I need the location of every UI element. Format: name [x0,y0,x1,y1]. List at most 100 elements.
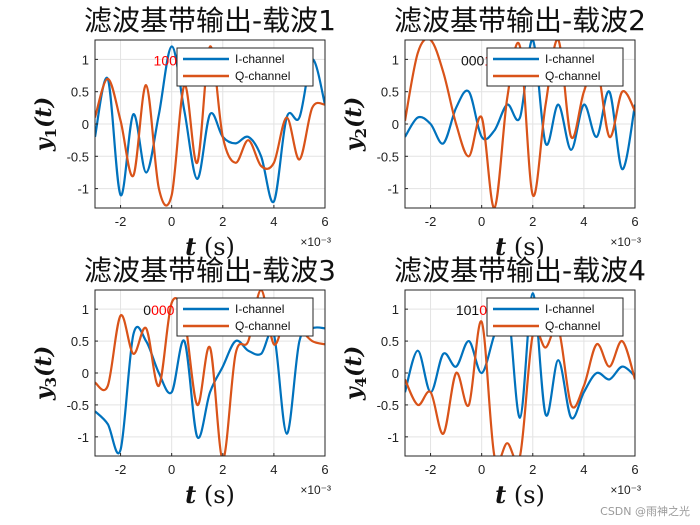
legend-label: Q-channel [545,319,600,333]
bit-annotation-red: 000 [151,302,175,318]
y-axis-label: y1(t) [31,97,60,152]
y-tick-label: -0.5 [377,398,399,413]
x-exponent-label: ×10⁻³ [300,235,331,249]
bit-annotation: 1010 [456,302,487,318]
subplot-title: 滤波基带输出-载波4 [394,254,646,287]
legend: I-channel Q-channel [486,297,624,337]
bit-annotation: 0000 [143,302,174,318]
y-tick-label: 1 [392,302,399,317]
y-tick-label: 0 [392,366,399,381]
series-line-i-channel [95,45,325,203]
x-tick-label: 0 [168,462,175,477]
x-tick-label: 0 [168,214,175,229]
y-tick-label: 0 [392,117,399,132]
y-axis-label-sub: 1 [42,128,60,138]
x-axis-label-var: t [495,480,506,509]
x-axis-label: t (s) [185,480,235,509]
x-tick-label: -2 [425,214,437,229]
legend-box [486,297,624,337]
y-tick-label: -1 [387,430,399,445]
x-axis-label-unit: (s) [196,233,235,261]
x-tick-label: 4 [580,214,587,229]
y-axis-label: y3(t) [31,346,60,401]
y-tick-label: 0 [82,117,89,132]
x-axis-label-unit: (s) [196,481,235,509]
y-tick-label: -1 [77,182,89,197]
y-tick-label: -0.5 [67,149,89,164]
x-axis-label-var: t [185,232,196,261]
y-tick-label: -0.5 [67,398,89,413]
x-exponent-label: ×10⁻³ [300,483,331,497]
legend-label: Q-channel [235,319,290,333]
x-exponent-label: ×10⁻³ [610,483,641,497]
bit-annotation-red: 0 [479,302,487,318]
legend-box [486,47,624,87]
legend: I-channel Q-channel [176,47,314,87]
legend-box [176,47,314,87]
y-axis-label-sub: 4 [352,377,370,387]
legend-label: I-channel [545,52,594,66]
x-tick-label: 4 [580,462,587,477]
y-tick-label: 0.5 [381,85,399,100]
x-tick-label: 6 [631,462,638,477]
legend: I-channel Q-channel [176,297,314,337]
y-tick-label: -1 [387,182,399,197]
x-tick-label: 6 [321,462,328,477]
y-axis-label: y4(t) [341,346,370,401]
x-tick-label: 2 [529,462,536,477]
y-axis-label-arg: (t) [31,97,57,128]
subplot-title: 滤波基带输出-载波3 [84,254,336,287]
bit-annotation-dark: 0 [143,302,151,318]
legend-label: I-channel [235,52,284,66]
subplot-title: 滤波基带输出-载波1 [84,4,336,37]
x-tick-label: 0 [478,462,485,477]
x-tick-label: 2 [219,214,226,229]
y-axis-label-sub: 3 [42,377,60,387]
x-axis-label-var: t [495,232,506,261]
y-tick-label: 0.5 [71,334,89,349]
legend-label: Q-channel [235,69,290,83]
y-axis-label-arg: (t) [341,346,367,377]
x-axis-label: t (s) [185,232,235,261]
y-tick-label: 0.5 [71,85,89,100]
legend: I-channel Q-channel [486,47,624,87]
bit-annotation-dark: 000 [461,52,485,68]
y-tick-label: 1 [392,52,399,67]
x-axis-label-unit: (s) [506,481,545,509]
bit-annotation-dark: 101 [456,302,480,318]
y-axis-label-var: y [341,385,367,401]
x-axis-label-var: t [185,480,196,509]
series-line-q-channel [95,45,325,207]
x-axis-label: t (s) [495,232,545,261]
y-tick-label: -1 [77,430,89,445]
x-tick-label: -2 [425,462,437,477]
watermark: CSDN @雨神之光 [600,505,690,518]
x-tick-label: 2 [219,462,226,477]
y-tick-label: 0.5 [381,334,399,349]
y-axis-label-arg: (t) [31,346,57,377]
y-axis-label: y2(t) [341,97,370,152]
series-group [405,292,635,456]
legend-label: I-channel [545,302,594,316]
y-axis-label-sub: 2 [352,128,370,138]
y-axis-label-var: y [31,136,57,152]
x-tick-label: 0 [478,214,485,229]
x-tick-label: 4 [270,462,277,477]
series-line-q-channel [405,320,635,456]
legend-box [176,297,314,337]
y-tick-label: -0.5 [377,149,399,164]
x-tick-label: -2 [115,214,127,229]
x-axis-label: t (s) [495,480,545,509]
y-axis-label-arg: (t) [341,97,367,128]
x-tick-label: 4 [270,214,277,229]
x-axis-label-unit: (s) [506,233,545,261]
x-tick-label: -2 [115,462,127,477]
legend-label: I-channel [235,302,284,316]
subplot-title: 滤波基带输出-载波2 [394,4,646,37]
x-tick-label: 2 [529,214,536,229]
